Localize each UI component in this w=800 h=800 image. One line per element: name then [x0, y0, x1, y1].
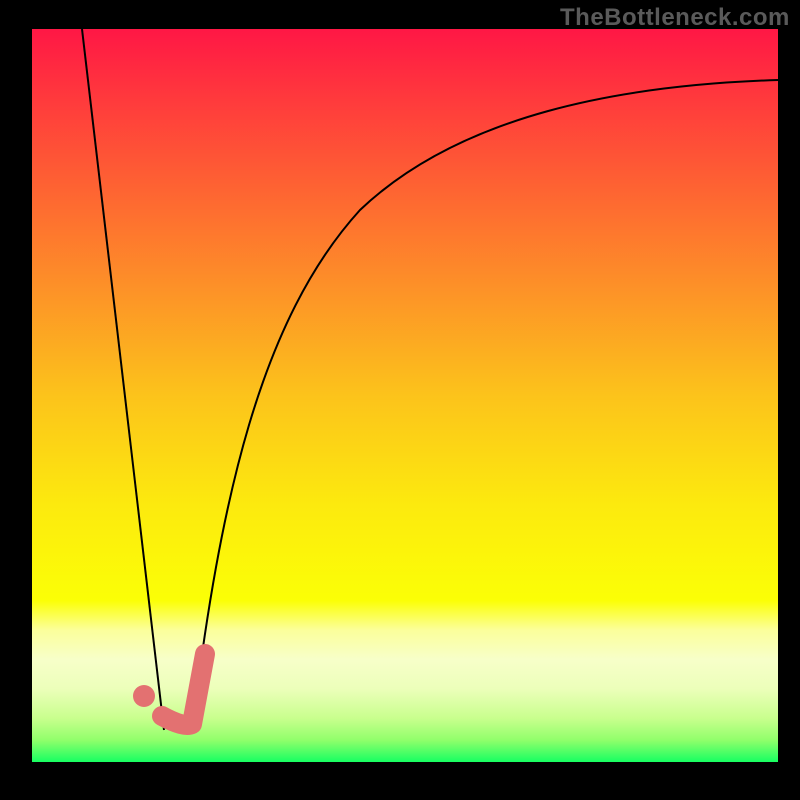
watermark-text: TheBottleneck.com: [560, 4, 790, 32]
bottleneck-chart: [0, 0, 800, 800]
gradient-background: [32, 29, 778, 762]
marker-dot: [133, 685, 155, 707]
